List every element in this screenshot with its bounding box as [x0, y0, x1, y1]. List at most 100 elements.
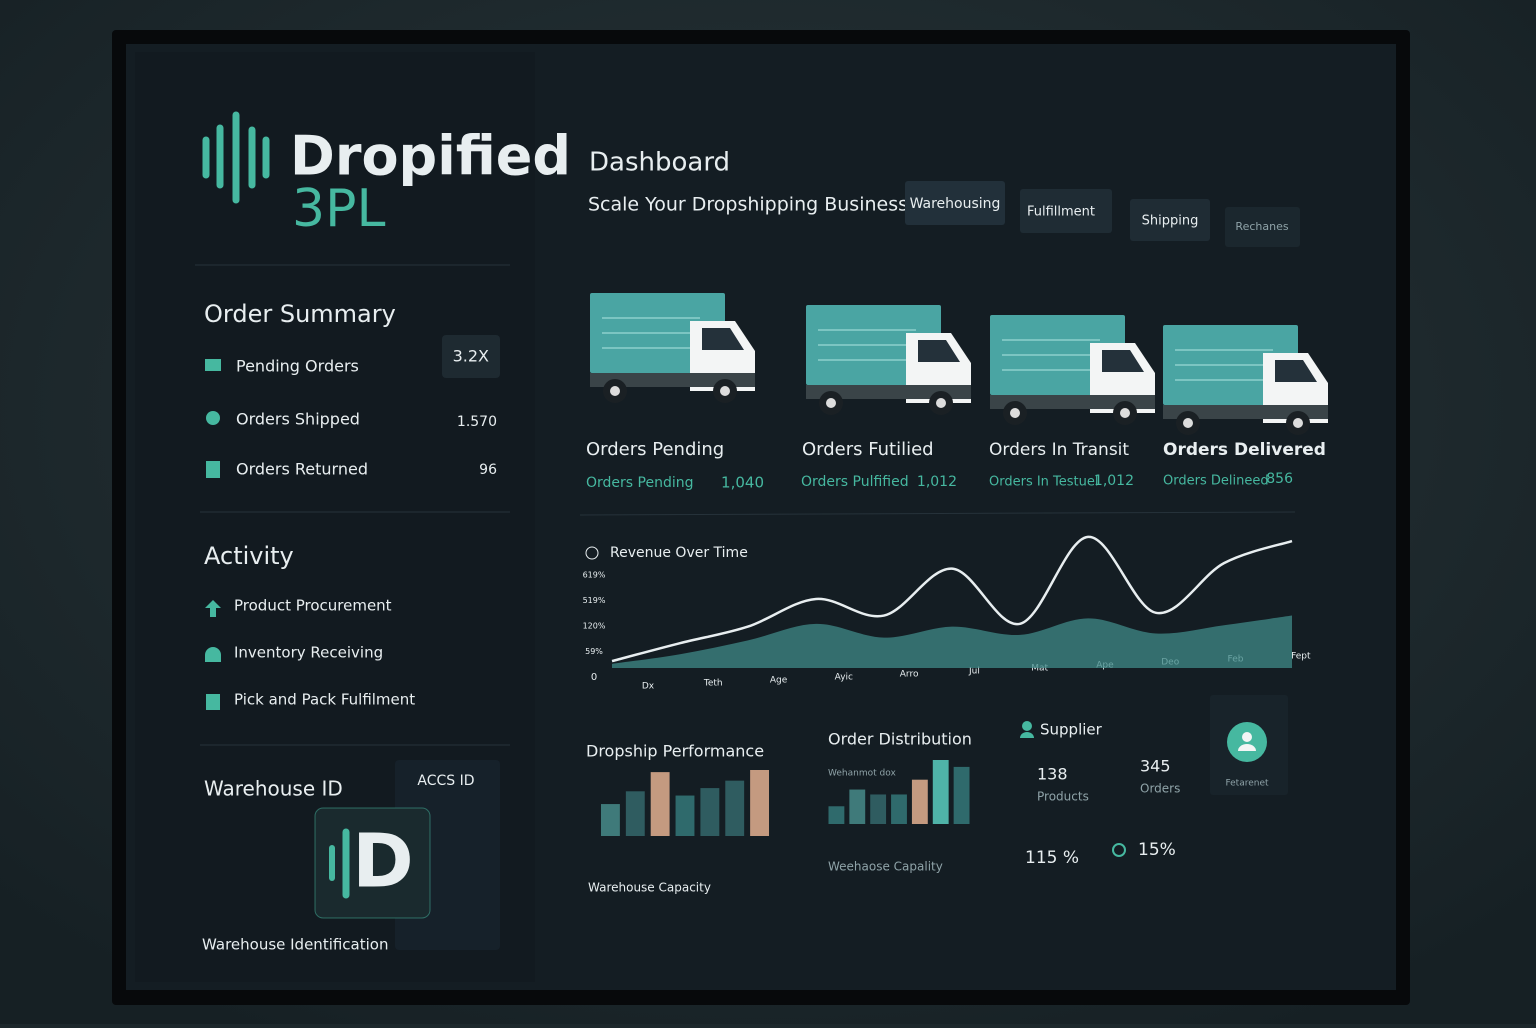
stat-value: 138 [1037, 765, 1068, 784]
bar [828, 806, 845, 824]
bar [700, 788, 720, 836]
tab-label[interactable]: Warehousing [910, 196, 1001, 212]
icon [205, 359, 221, 371]
bar [675, 795, 695, 836]
activity-item: Product Procurement [234, 597, 392, 615]
summary-value: 96 [479, 462, 497, 478]
divider [579, 511, 1296, 516]
card-title: Orders Futilied [802, 439, 934, 460]
chart-icon [585, 546, 599, 560]
badge-letter: D [352, 819, 413, 905]
x-tick-label: Jul [968, 667, 980, 677]
card-label: Orders In Testuel [989, 475, 1099, 490]
tab[interactable] [1020, 189, 1112, 233]
summary-value: 3.2X [453, 347, 489, 366]
tab[interactable] [905, 181, 1005, 225]
activity-item: Inventory Receiving [234, 644, 383, 662]
x-tick-label: Dx [642, 682, 655, 692]
avatar-icon [1242, 732, 1252, 742]
chart-subtitle: Wehanmot dox [828, 769, 896, 779]
tab-label[interactable]: Fulfillment [1027, 205, 1095, 220]
summary-label: Pending Orders [236, 357, 359, 376]
supplier-title: Supplier [1040, 721, 1103, 739]
chart-title: Order Distribution [828, 730, 972, 749]
tab-label[interactable]: Shipping [1142, 214, 1199, 229]
y-axis-label: 0 [591, 672, 597, 683]
avatar-icon [1238, 744, 1256, 751]
x-tick-label: Fept [1291, 652, 1311, 662]
x-tick-label: Age [770, 676, 788, 686]
y-axis-label: 619% [583, 571, 606, 580]
bar [953, 766, 970, 824]
y-axis-label: 120% [583, 622, 606, 631]
card-value: 1,012 [917, 474, 957, 490]
brand-name: Dropified [290, 125, 571, 188]
bar [650, 772, 670, 836]
section-title: Warehouse ID [204, 777, 343, 801]
avatar-label: Fetarenet [1225, 779, 1269, 789]
tab[interactable] [1130, 199, 1210, 241]
card-title: Orders Delivered [1163, 440, 1326, 460]
stat-percent: 115 % [1025, 848, 1079, 868]
bar [870, 794, 887, 824]
icon [206, 694, 220, 710]
warehouse-code: ACCS ID [417, 773, 474, 789]
revenue-line [611, 535, 1293, 663]
card-value: 856 [1266, 471, 1293, 487]
value-box [442, 335, 500, 378]
chart-caption: Warehouse Capacity [588, 881, 711, 895]
chart-title: Dropship Performance [586, 742, 764, 761]
icon [205, 647, 221, 662]
bar [600, 804, 620, 836]
bar [849, 789, 866, 824]
bar [625, 791, 645, 836]
page-title: Dashboard [589, 148, 730, 178]
activity-item: Pick and Pack Fulfilment [234, 691, 415, 709]
summary-value: 1.570 [457, 414, 497, 430]
card-title: Orders Pending [586, 439, 724, 460]
stat-label: Orders [1140, 782, 1180, 796]
section-title: Activity [204, 542, 294, 570]
logo-mark [202, 111, 270, 204]
summary-label: Orders Returned [236, 460, 368, 479]
bar [932, 760, 949, 824]
chart-title: Revenue Over Time [610, 545, 748, 561]
card-title: Orders In Transit [989, 440, 1129, 460]
caption: Warehouse Identification [202, 936, 388, 954]
icon [205, 600, 221, 617]
card-value: 1,040 [721, 474, 764, 492]
bar [891, 794, 907, 824]
x-tick-label: Teth [703, 679, 723, 689]
bar [725, 780, 745, 836]
card-value: 1,012 [1094, 473, 1134, 489]
x-tick-label: Ayic [835, 673, 853, 683]
chart-caption: Weehaose Capality [828, 860, 943, 874]
page-subtitle: Scale Your Dropshipping Business [588, 194, 908, 216]
summary-label: Orders Shipped [236, 410, 360, 429]
card-label: Orders Delineed [1163, 474, 1269, 489]
stat-label: Products [1037, 790, 1089, 804]
tab-label[interactable]: Rechanes [1235, 220, 1288, 233]
bar [911, 779, 928, 824]
card-label: Orders Pending [586, 475, 694, 491]
x-tick-label: Arro [900, 670, 919, 680]
stat-percent: 15% [1138, 840, 1176, 860]
icon [1022, 721, 1032, 731]
y-axis-label: 59% [585, 647, 603, 656]
tab[interactable] [1225, 207, 1300, 247]
icon [1020, 732, 1034, 738]
icon [206, 411, 220, 425]
brand-sub: 3PL [292, 179, 385, 239]
section-title: Order Summary [204, 300, 396, 328]
icon [1112, 843, 1126, 857]
card-label: Orders Pulfified [801, 474, 909, 490]
bar [750, 770, 770, 836]
revenue-area [612, 615, 1292, 668]
x-tick-label: Mat [1031, 664, 1048, 674]
stat-value: 345 [1140, 757, 1171, 776]
y-axis-label: 519% [583, 596, 606, 605]
tabs: Warehousing Fulfillment Shipping Rechane… [905, 181, 1300, 247]
icon [206, 461, 220, 478]
